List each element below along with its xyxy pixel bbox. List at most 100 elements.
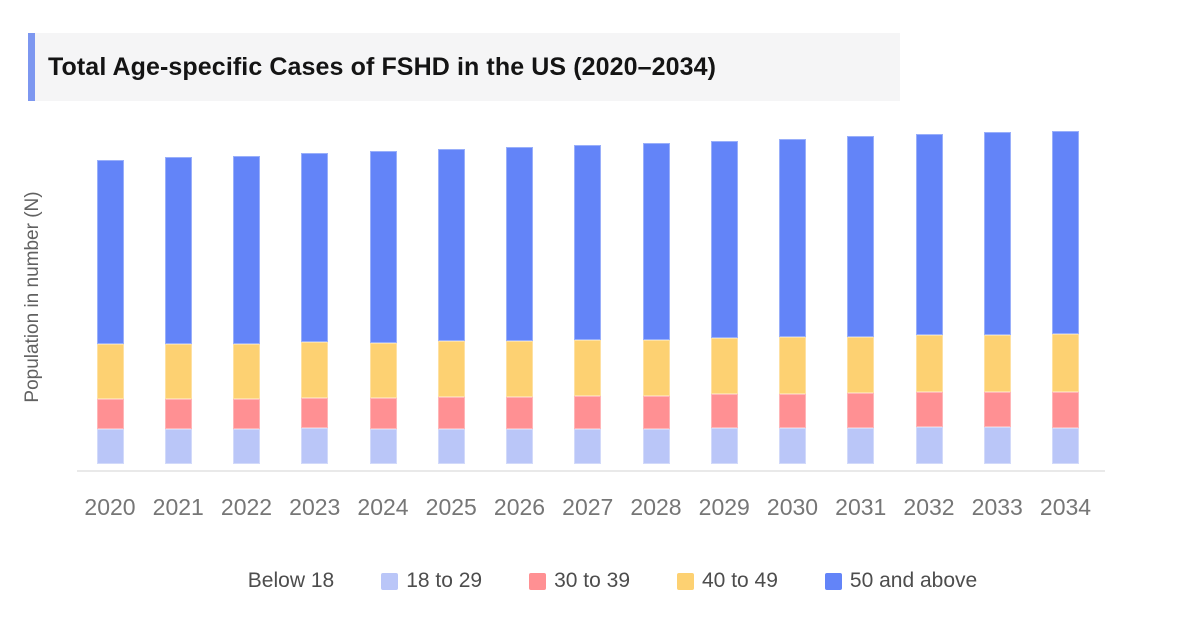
bar-segment-18-to-29-2028[interactable] (642, 429, 670, 464)
bar-segment-40-to-49-2027[interactable] (574, 340, 602, 396)
bar-segment-40-to-49-2023[interactable] (301, 342, 329, 398)
bar-segment-50-and-above-2022[interactable] (233, 156, 260, 344)
bar-segment-18-to-29-2022[interactable] (233, 429, 260, 464)
bar-segment-below-18-2024[interactable] (369, 464, 397, 470)
x-axis-label-2022: 2022 (220, 494, 273, 520)
plot-area (0, 120, 1200, 472)
bar-segment-below-18-2023[interactable] (301, 464, 329, 470)
bar-column-2020 (96, 160, 124, 470)
bar-segment-below-18-2020[interactable] (96, 464, 124, 470)
bar-segment-18-to-29-2024[interactable] (369, 429, 397, 464)
x-axis-label-2021: 2021 (152, 494, 204, 520)
legend-item-18-to-29[interactable]: 18 to 29 (381, 569, 482, 593)
bar-segment-30-to-39-2020[interactable] (96, 399, 124, 429)
bar-segment-30-to-39-2033[interactable] (983, 392, 1011, 427)
bar-segment-40-to-49-2031[interactable] (847, 337, 875, 393)
bar-segment-18-to-29-2025[interactable] (437, 429, 465, 464)
legend-label: Below 18 (247, 569, 335, 592)
x-axis-label-2030: 2030 (766, 494, 819, 520)
bar-segment-40-to-49-2022[interactable] (233, 344, 260, 399)
bar-segment-50-and-above-2023[interactable] (301, 153, 329, 342)
bar-segment-40-to-49-2021[interactable] (164, 344, 192, 399)
x-axis-label-2033: 2033 (971, 494, 1023, 520)
bar-segment-40-to-49-2028[interactable] (642, 340, 670, 396)
bar-segment-below-18-2028[interactable] (642, 464, 670, 470)
bar-segment-50-and-above-2034[interactable] (1052, 131, 1079, 334)
bar-segment-30-to-39-2030[interactable] (779, 394, 806, 428)
bar-segment-50-and-above-2021[interactable] (164, 157, 192, 344)
bar-column-2022 (233, 156, 260, 470)
bar-segment-below-18-2026[interactable] (506, 464, 533, 470)
bar-segment-30-to-39-2026[interactable] (506, 397, 533, 429)
bar-segment-50-and-above-2030[interactable] (779, 139, 806, 337)
bar-segment-18-to-29-2032[interactable] (915, 427, 943, 464)
bar-segment-30-to-39-2025[interactable] (437, 397, 465, 429)
legend-item-30-to-39[interactable]: 30 to 39 (529, 569, 630, 593)
bar-segment-30-to-39-2024[interactable] (369, 398, 397, 429)
bar-segment-40-to-49-2024[interactable] (369, 343, 397, 398)
bar-segment-40-to-49-2034[interactable] (1052, 334, 1079, 392)
bar-segment-below-18-2027[interactable] (574, 464, 602, 470)
bar-segment-30-to-39-2028[interactable] (642, 396, 670, 429)
bar-segment-30-to-39-2029[interactable] (710, 394, 738, 428)
bar-segment-below-18-2025[interactable] (437, 464, 465, 470)
bar-segment-30-to-39-2027[interactable] (574, 396, 602, 429)
bar-segment-below-18-2031[interactable] (847, 464, 875, 470)
bar-segment-40-to-49-2033[interactable] (983, 335, 1011, 392)
bar-segment-18-to-29-2021[interactable] (164, 429, 192, 464)
bar-segment-18-to-29-2023[interactable] (301, 428, 329, 464)
bar-segment-40-to-49-2025[interactable] (437, 341, 465, 397)
legend-item-below-18[interactable]: Below 18 (222, 569, 335, 593)
bar-segment-below-18-2022[interactable] (233, 464, 260, 470)
bar-segment-below-18-2021[interactable] (164, 464, 192, 470)
bar-segment-below-18-2029[interactable] (710, 464, 738, 470)
bar-segment-40-to-49-2030[interactable] (779, 337, 806, 394)
bar-segment-18-to-29-2026[interactable] (506, 429, 533, 464)
bar-segment-50-and-above-2027[interactable] (574, 145, 602, 340)
bar-segment-50-and-above-2029[interactable] (710, 141, 738, 338)
bar-segment-50-and-above-2026[interactable] (506, 147, 533, 341)
bar-segment-50-and-above-2033[interactable] (983, 132, 1011, 335)
bar-segment-30-to-39-2031[interactable] (847, 393, 875, 428)
bar-segment-50-and-above-2020[interactable] (96, 160, 124, 344)
bar-segment-40-to-49-2020[interactable] (96, 344, 124, 399)
bar-segment-30-to-39-2032[interactable] (915, 392, 943, 427)
bar-segment-below-18-2030[interactable] (779, 464, 806, 470)
bar-segment-40-to-49-2032[interactable] (915, 335, 943, 392)
bar-segment-40-to-49-2026[interactable] (506, 341, 533, 397)
bar-segment-18-to-29-2027[interactable] (574, 429, 602, 464)
legend-swatch-30-to-39 (529, 572, 547, 590)
legend-label: 18 to 29 (406, 569, 483, 592)
bar-segment-18-to-29-2034[interactable] (1052, 428, 1079, 464)
bar-column-2024 (369, 151, 397, 470)
bar-column-2027 (574, 145, 602, 470)
x-axis-labels: 2020 2021 2022 2023 2024 2025 2026 2027 2028 2029… (0, 494, 1200, 524)
bar-segment-50-and-above-2032[interactable] (915, 134, 943, 335)
x-axis-label-2025: 2025 (425, 494, 477, 520)
bar-segment-50-and-above-2025[interactable] (437, 149, 465, 341)
x-axis-label-2027: 2027 (562, 494, 614, 520)
legend-swatch-below-18 (222, 572, 240, 590)
bar-segment-18-to-29-2031[interactable] (847, 428, 875, 464)
bar-segment-18-to-29-2020[interactable] (96, 429, 124, 464)
bar-segment-below-18-2034[interactable] (1052, 464, 1079, 470)
bar-segment-30-to-39-2021[interactable] (164, 399, 192, 429)
bar-segment-50-and-above-2028[interactable] (642, 143, 670, 340)
bar-segment-18-to-29-2033[interactable] (983, 427, 1011, 464)
legend-label: 50 and above (849, 569, 978, 592)
bar-segment-below-18-2032[interactable] (915, 464, 943, 470)
bar-segment-30-to-39-2034[interactable] (1052, 392, 1079, 428)
bar-segment-30-to-39-2022[interactable] (233, 399, 260, 429)
page-title: Total Age-specific Cases of FSHD in the … (48, 52, 717, 81)
bar-column-2029 (710, 141, 738, 470)
legend-item-50-and-above[interactable]: 50 and above (824, 569, 978, 593)
legend-item-40-to-49[interactable]: 40 to 49 (677, 569, 778, 593)
bar-segment-50-and-above-2031[interactable] (847, 136, 875, 337)
bar-segment-30-to-39-2023[interactable] (301, 398, 329, 428)
chart-header: Total Age-specific Cases of FSHD in the … (28, 33, 900, 101)
bar-segment-40-to-49-2029[interactable] (710, 338, 738, 394)
bar-segment-18-to-29-2030[interactable] (779, 428, 806, 464)
bar-segment-18-to-29-2029[interactable] (710, 428, 738, 464)
bar-segment-50-and-above-2024[interactable] (369, 151, 397, 343)
bar-segment-below-18-2033[interactable] (983, 464, 1011, 470)
